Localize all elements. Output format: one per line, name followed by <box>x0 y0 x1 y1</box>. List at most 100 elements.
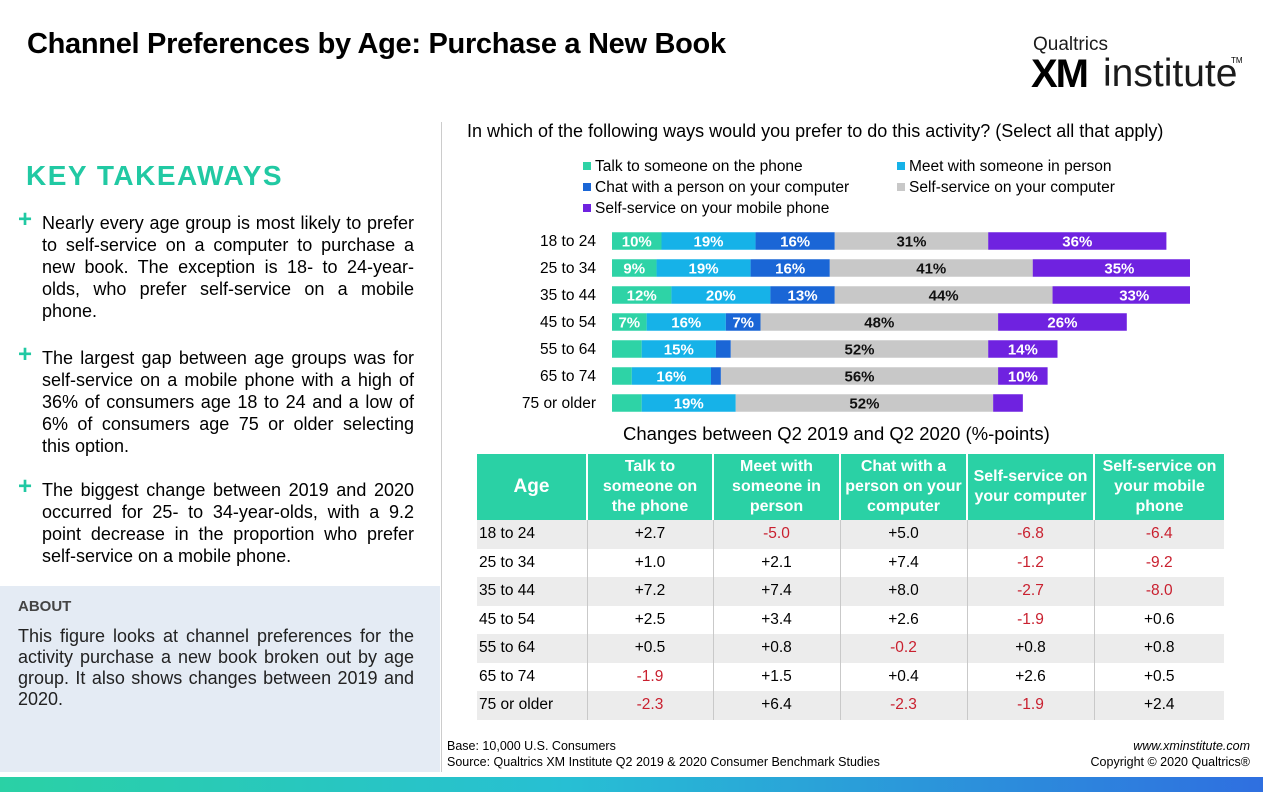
bar-data-label: 7% <box>618 315 640 332</box>
key-takeaways-heading: KEY TAKEAWAYS <box>26 160 284 191</box>
bar-segment <box>612 313 647 331</box>
change-cell: +0.5 <box>1143 667 1175 685</box>
bar-segment <box>998 367 1048 385</box>
bar-segment <box>646 313 726 331</box>
bar-data-label: 19% <box>689 261 719 278</box>
about-text: This figure looks at channel preferences… <box>18 626 414 709</box>
column-header: Age <box>477 454 588 520</box>
change-cell: +0.8 <box>967 634 1095 663</box>
change-cell: -2.3 <box>587 691 714 720</box>
change-cell: +3.4 <box>713 605 841 634</box>
bar-data-label: 44% <box>929 288 959 305</box>
bar-category-label: 25 to 34 <box>540 260 596 277</box>
about-title: ABOUT <box>18 598 72 615</box>
bar-data-label: 10% <box>622 234 652 251</box>
change-cell: +0.6 <box>1143 610 1175 628</box>
logo-institute: institute <box>1103 52 1238 95</box>
change-cell: +2.4 <box>1094 691 1224 720</box>
bar-segment <box>993 394 1023 412</box>
base-note: Base: 10,000 U.S. Consumers <box>447 739 616 753</box>
bar-data-label: 52% <box>849 396 879 413</box>
table-row: 65 to 74 -1.9 +1.5 +0.4 +2.6 +0.5 <box>477 662 1224 691</box>
bar-data-label: 7% <box>732 315 754 332</box>
bottom-gradient-bar <box>0 777 1263 792</box>
takeaway-item-3: + The biggest change between 2019 and 20… <box>18 475 414 567</box>
change-cell: +0.5 <box>587 634 714 663</box>
change-cell: -1.2 <box>967 548 1095 577</box>
takeaway-text: Nearly every age group is most likely to… <box>42 213 414 321</box>
footer-site: www.xminstitute.com Copyright © 2020 Qua… <box>1091 739 1250 770</box>
column-header: Meet with someone in person <box>713 454 841 520</box>
change-cell: -9.2 <box>1145 553 1173 571</box>
bar-data-label: 19% <box>694 234 724 251</box>
about-box: ABOUT This figure looks at channel prefe… <box>0 586 440 772</box>
legend-swatch <box>583 204 591 212</box>
bar-data-label: 16% <box>656 369 686 386</box>
change-cell: +2.1 <box>713 548 841 577</box>
bar-data-label: 36% <box>1062 234 1092 251</box>
stacked-bar-chart: 18 to 24 10% 19% 16% 31% 36% 25 to 34 9% 19% 16% 4… <box>522 232 1190 413</box>
chart-question: In which of the following ways would you… <box>467 121 1164 141</box>
takeaway-item-1: + Nearly every age group is most likely … <box>18 208 414 322</box>
change-cell: -2.3 <box>840 691 968 720</box>
bar-segment <box>612 259 657 277</box>
change-cell: +6.4 <box>713 691 841 720</box>
bar-data-label: 16% <box>671 315 701 332</box>
bar-data-label: 19% <box>674 396 704 413</box>
table-row: 75 or older -2.3 +6.4 -2.3 -1.9 +2.4 <box>477 691 1224 720</box>
bar-segment <box>715 340 731 358</box>
bar-data-label: 10% <box>1008 369 1038 386</box>
legend-item-self-service-computer: Self-service on your computer <box>897 179 1115 197</box>
change-cell: -8.0 <box>1094 577 1224 606</box>
bar-segment <box>612 340 642 358</box>
bar-data-label: 31% <box>896 234 926 251</box>
bar-segment <box>612 232 662 250</box>
changes-table-title: Changes between Q2 2019 and Q2 2020 (%-p… <box>623 423 1050 444</box>
bar-segment <box>725 313 761 331</box>
vertical-divider <box>441 122 442 772</box>
change-cell: +2.7 <box>587 520 714 549</box>
legend-item-self-service-mobile: Self-service on your mobile phone <box>583 200 829 218</box>
legend-label: Meet with someone in person <box>909 158 1112 175</box>
change-cell: -6.4 <box>1094 520 1224 549</box>
column-header: Self-service on your mobile phone <box>1094 454 1224 520</box>
change-cell: -5.0 <box>713 520 841 549</box>
logo-brand: Qualtrics <box>1033 34 1108 55</box>
changes-table: Age Talk to someone on the phone Meet wi… <box>477 454 1224 720</box>
table-header-row: Age Talk to someone on the phone Meet wi… <box>477 454 1224 520</box>
bar-segment <box>656 259 751 277</box>
bar-segment <box>834 232 989 250</box>
bar-segment <box>641 394 736 412</box>
age-cell: 45 to 54 <box>477 605 588 634</box>
plus-icon: + <box>18 341 33 368</box>
table-row: 25 to 34 +1.0 +2.1 +7.4 -1.2 -9.2 <box>477 548 1224 577</box>
change-cell: +0.4 <box>840 662 968 691</box>
takeaway-text: The biggest change between 2019 and 2020… <box>42 480 414 566</box>
change-cell: +7.4 <box>840 548 968 577</box>
bar-data-label: 56% <box>844 369 874 386</box>
change-cell: +2.6 <box>840 605 968 634</box>
change-cell: +5.0 <box>840 520 968 549</box>
bar-data-label: 13% <box>788 288 818 305</box>
bar-category-label: 35 to 44 <box>540 287 596 304</box>
column-header: Self-service on your computer <box>967 454 1095 520</box>
change-cell: -1.9 <box>967 691 1095 720</box>
bar-segment <box>829 259 1033 277</box>
takeaway-text: The largest gap between age groups was f… <box>42 348 414 456</box>
legend-item-phone: Talk to someone on the phone <box>583 158 803 176</box>
bar-data-label: 16% <box>775 261 805 278</box>
change-cell: +0.8 <box>713 634 841 663</box>
bar-segment <box>720 367 999 385</box>
bar-segment <box>834 286 1053 304</box>
logo-xm: XM <box>1031 52 1089 96</box>
age-cell: 65 to 74 <box>477 662 588 691</box>
legend-swatch <box>583 183 591 191</box>
legend-label: Chat with a person on your computer <box>595 179 850 196</box>
qualtrics-xm-institute-logo: Qualtrics XM institute TM <box>1031 34 1243 98</box>
change-cell: -0.2 <box>840 634 968 663</box>
column-header: Chat with a person on your computer <box>840 454 968 520</box>
bar-data-label: 35% <box>1104 261 1134 278</box>
change-cell: +8.0 <box>840 577 968 606</box>
table-row: 45 to 54 +2.5 +3.4 +2.6 -1.9 +0.6 <box>477 605 1224 634</box>
legend-label: Self-service on your mobile phone <box>595 200 830 217</box>
